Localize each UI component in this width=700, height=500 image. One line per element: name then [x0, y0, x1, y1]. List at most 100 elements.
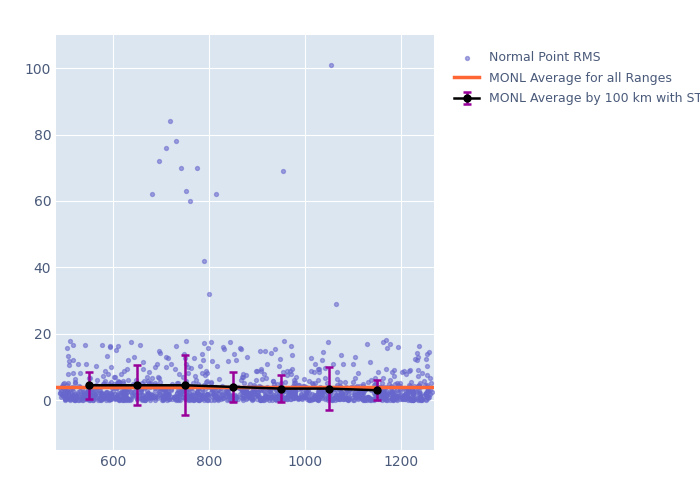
Normal Point RMS	[268, 380, 279, 388]
Normal Point RMS	[172, 396, 183, 404]
Normal Point RMS	[152, 360, 163, 368]
Normal Point RMS	[118, 382, 129, 390]
Normal Point RMS	[405, 396, 416, 404]
Normal Point RMS	[128, 354, 139, 362]
Normal Point RMS	[174, 388, 185, 396]
Normal Point RMS	[421, 371, 433, 379]
Normal Point RMS	[63, 357, 74, 365]
Normal Point RMS	[401, 384, 412, 392]
Normal Point RMS	[302, 386, 313, 394]
Normal Point RMS	[127, 380, 138, 388]
Normal Point RMS	[244, 390, 255, 398]
Normal Point RMS	[358, 384, 369, 392]
Normal Point RMS	[292, 381, 303, 389]
Normal Point RMS	[69, 380, 80, 388]
Normal Point RMS	[307, 390, 318, 398]
Normal Point RMS	[274, 355, 286, 363]
Normal Point RMS	[243, 390, 254, 398]
Normal Point RMS	[122, 386, 134, 394]
Normal Point RMS	[186, 391, 197, 399]
Normal Point RMS	[354, 392, 365, 400]
Normal Point RMS	[262, 394, 273, 402]
Normal Point RMS	[80, 393, 92, 401]
Normal Point RMS	[219, 392, 230, 400]
Normal Point RMS	[120, 390, 132, 398]
Normal Point RMS	[165, 386, 176, 394]
Normal Point RMS	[111, 392, 122, 400]
Normal Point RMS	[400, 370, 412, 378]
Normal Point RMS	[386, 393, 397, 401]
Normal Point RMS	[318, 390, 330, 398]
Normal Point RMS	[66, 383, 78, 391]
Normal Point RMS	[335, 388, 346, 396]
Normal Point RMS	[144, 392, 155, 400]
Normal Point RMS	[334, 395, 345, 403]
Normal Point RMS	[154, 384, 165, 392]
Normal Point RMS	[186, 391, 197, 399]
Normal Point RMS	[378, 392, 389, 400]
Normal Point RMS	[202, 390, 214, 398]
Normal Point RMS	[168, 393, 179, 401]
Normal Point RMS	[295, 394, 307, 402]
Normal Point RMS	[278, 368, 289, 376]
Normal Point RMS	[309, 379, 321, 387]
Normal Point RMS	[162, 354, 174, 362]
Normal Point RMS	[98, 380, 109, 388]
Normal Point RMS	[355, 393, 366, 401]
Normal Point RMS	[420, 390, 431, 398]
Normal Point RMS	[357, 390, 368, 398]
Normal Point RMS	[97, 392, 108, 400]
Normal Point RMS	[87, 394, 98, 402]
Normal Point RMS	[149, 384, 160, 392]
Normal Point RMS	[251, 395, 262, 403]
Normal Point RMS	[314, 394, 326, 402]
Normal Point RMS	[259, 388, 270, 396]
Normal Point RMS	[399, 394, 410, 402]
Normal Point RMS	[170, 137, 181, 145]
Normal Point RMS	[185, 394, 196, 402]
Normal Point RMS	[384, 376, 395, 384]
Normal Point RMS	[271, 396, 282, 404]
Normal Point RMS	[404, 381, 415, 389]
Normal Point RMS	[421, 395, 432, 403]
Normal Point RMS	[260, 392, 272, 400]
Normal Point RMS	[237, 384, 248, 392]
Normal Point RMS	[284, 390, 295, 398]
Normal Point RMS	[238, 396, 249, 404]
Normal Point RMS	[346, 388, 357, 396]
Normal Point RMS	[340, 394, 351, 402]
Normal Point RMS	[138, 366, 149, 374]
Normal Point RMS	[201, 396, 212, 404]
Normal Point RMS	[372, 368, 384, 376]
Normal Point RMS	[260, 390, 271, 398]
Normal Point RMS	[397, 394, 408, 402]
Normal Point RMS	[112, 377, 123, 385]
Normal Point RMS	[374, 388, 386, 396]
Normal Point RMS	[146, 381, 157, 389]
Normal Point RMS	[101, 392, 112, 400]
Normal Point RMS	[377, 338, 388, 346]
Normal Point RMS	[286, 386, 297, 394]
Normal Point RMS	[235, 344, 246, 352]
Normal Point RMS	[118, 379, 129, 387]
Normal Point RMS	[91, 394, 102, 402]
Normal Point RMS	[300, 386, 312, 394]
Normal Point RMS	[256, 382, 267, 390]
Normal Point RMS	[247, 396, 258, 404]
Normal Point RMS	[136, 390, 148, 398]
Normal Point RMS	[388, 394, 399, 402]
Normal Point RMS	[248, 386, 260, 394]
Normal Point RMS	[67, 387, 78, 395]
Normal Point RMS	[421, 362, 433, 370]
Normal Point RMS	[174, 396, 186, 404]
Normal Point RMS	[120, 394, 132, 402]
Normal Point RMS	[201, 378, 212, 386]
Normal Point RMS	[228, 396, 239, 404]
Normal Point RMS	[289, 388, 300, 396]
Normal Point RMS	[80, 396, 92, 404]
Normal Point RMS	[322, 392, 333, 400]
Normal Point RMS	[407, 388, 418, 396]
Normal Point RMS	[368, 396, 379, 404]
Normal Point RMS	[64, 390, 75, 398]
Normal Point RMS	[406, 384, 417, 392]
